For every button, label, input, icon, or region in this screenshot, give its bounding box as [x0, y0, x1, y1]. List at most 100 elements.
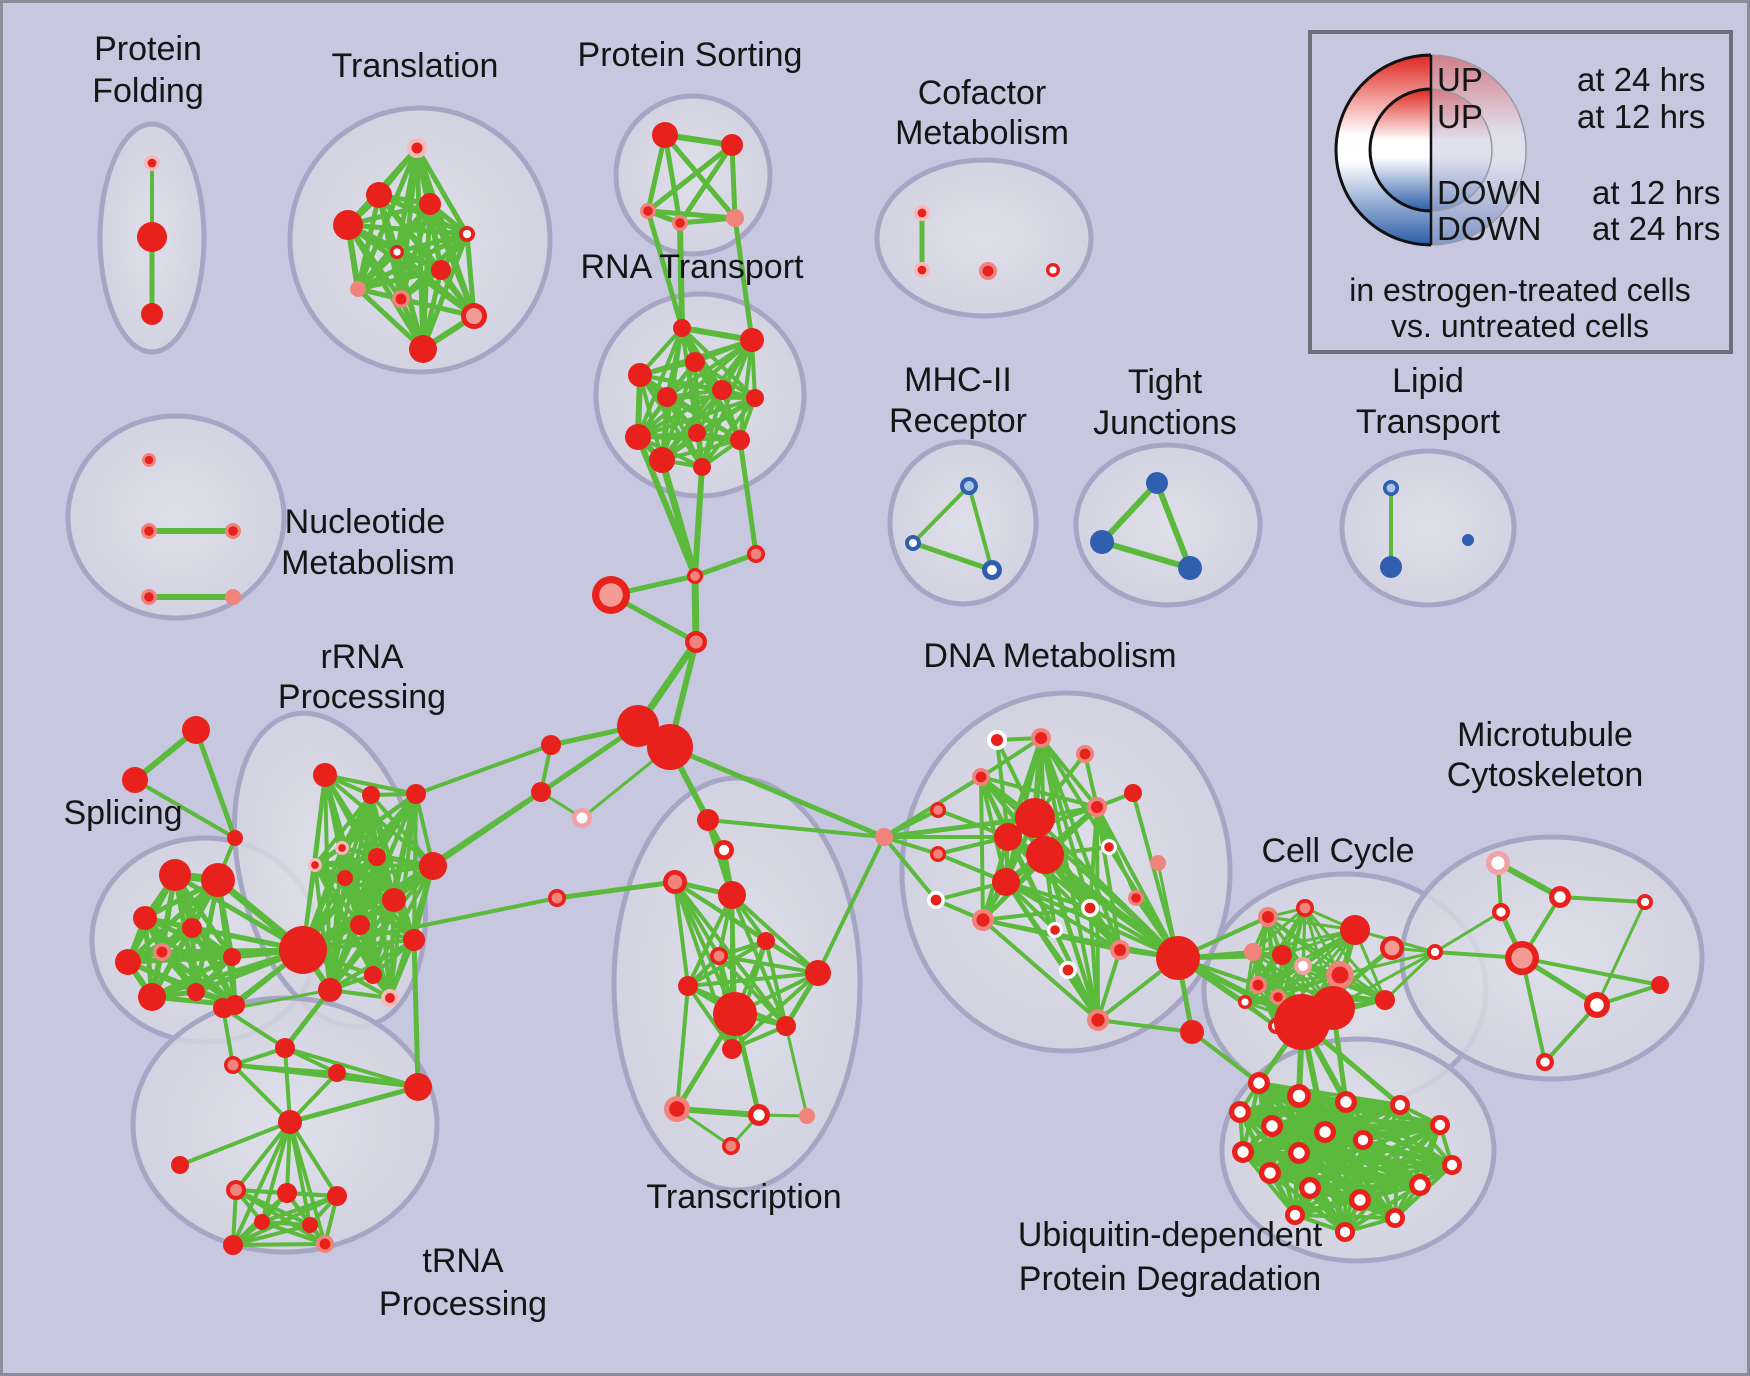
- node-u3-core: [1340, 1096, 1352, 1108]
- edge: [979, 736, 1043, 779]
- node-cc3-ring: [1340, 915, 1370, 945]
- edge: [355, 267, 444, 292]
- edge: [636, 388, 724, 439]
- cluster-ellipse-tight-junctions: [1073, 442, 1263, 608]
- edge: [1293, 1213, 1397, 1220]
- node-tr2-core: [227, 1059, 239, 1071]
- edge: [979, 775, 1008, 884]
- node-u8-core: [1237, 1146, 1249, 1158]
- node-g2-ring: [1311, 986, 1355, 1030]
- node-rr10-ring: [350, 915, 370, 935]
- node-sp3-ring: [133, 906, 157, 930]
- node-n2-core: [144, 526, 154, 536]
- node-d7-ring: [1015, 798, 1055, 838]
- legend-right-outer-arc: [1430, 54, 1527, 246]
- node-u1-core: [1253, 1077, 1265, 1089]
- edge: [1095, 805, 1180, 960]
- edge: [729, 142, 738, 221]
- edge: [414, 145, 470, 237]
- cluster-ellipse-nucleotide: [65, 413, 287, 621]
- legend-node-glyph: [1334, 53, 1527, 247]
- node-d12-core: [1104, 842, 1114, 852]
- node-r5-ring: [657, 387, 677, 407]
- node-d21-core: [1114, 944, 1126, 956]
- node-d9-ring: [994, 823, 1022, 851]
- edge: [1099, 480, 1160, 545]
- node-ch3-core: [599, 583, 623, 607]
- cluster-label-protein-folding: Folding: [92, 72, 204, 110]
- node-cc4-ring: [1244, 943, 1262, 961]
- legend: UP at 24 hrs UP at 12 hrs DOWN at 12 hrs…: [1308, 30, 1733, 354]
- edge: [260, 1220, 327, 1246]
- edge: [1303, 906, 1387, 1002]
- node-c3-core: [982, 265, 994, 277]
- node-u14-core: [1446, 1159, 1458, 1171]
- legend-footer-line1: in estrogen-treated cells: [1349, 272, 1691, 308]
- edge: [717, 954, 820, 975]
- edge: [677, 215, 738, 226]
- node-mtb-core: [1430, 947, 1440, 957]
- edge: [172, 872, 235, 960]
- node-mt7-core: [1590, 998, 1604, 1012]
- node-ch8-ring: [531, 782, 551, 802]
- edge: [260, 1194, 339, 1224]
- edge: [737, 437, 759, 557]
- edge: [1270, 1103, 1402, 1128]
- node-rr14-core: [385, 993, 395, 1003]
- node-t5-core: [462, 229, 472, 239]
- node-x8-ring: [805, 960, 831, 986]
- edge: [411, 937, 421, 1090]
- node-x1-core: [718, 844, 730, 856]
- edge: [1558, 895, 1647, 904]
- node-d8-ring: [1026, 836, 1064, 874]
- node-pf3-ring: [141, 303, 163, 325]
- node-rr9-ring: [382, 888, 406, 912]
- node-rr4-core: [338, 844, 346, 852]
- edge: [323, 773, 418, 796]
- node-u9-core: [1293, 1147, 1305, 1159]
- node-d20-core: [1131, 893, 1141, 903]
- node-x7-ring: [678, 976, 698, 996]
- node-x6-core: [713, 950, 725, 962]
- node-cc10-core: [1241, 998, 1249, 1006]
- edge: [231, 1063, 292, 1124]
- node-t11-ring: [409, 335, 437, 363]
- node-mt1-core: [1491, 856, 1505, 870]
- node-l2-ring: [1380, 556, 1402, 578]
- edge: [660, 388, 724, 462]
- node-cc9-core: [1273, 992, 1283, 1002]
- edge: [1520, 956, 1547, 1064]
- cluster-label-dna-metabolism: DNA Metabolism: [923, 637, 1176, 675]
- node-x2-core: [667, 874, 683, 890]
- node-ps2-ring: [721, 134, 743, 156]
- node-n4-core: [144, 592, 154, 602]
- node-x14-ring: [799, 1108, 815, 1124]
- legend-left-inner-arc: [1368, 87, 1432, 213]
- node-l1-core: [1386, 483, 1396, 493]
- edge: [1393, 1123, 1442, 1220]
- cluster-label-transcription: Transcription: [646, 1178, 841, 1216]
- node-ps3-core: [643, 206, 653, 216]
- node-mt3-core: [1496, 907, 1506, 917]
- node-t1-core: [411, 142, 423, 154]
- node-t10-core: [465, 307, 483, 325]
- node-x3-ring: [718, 881, 746, 909]
- node-cc1-core: [1262, 911, 1274, 923]
- edge: [1595, 900, 1647, 1007]
- edge: [1238, 1110, 1442, 1127]
- edge: [660, 438, 742, 462]
- node-sp7-ring: [223, 948, 241, 966]
- edge: [231, 1242, 327, 1247]
- node-rr13-ring: [364, 966, 382, 984]
- node-x5-ring: [757, 932, 775, 950]
- edge: [1154, 480, 1193, 571]
- edge: [882, 808, 940, 839]
- cluster-label-trna-processing: tRNA: [422, 1242, 504, 1280]
- edge: [231, 1120, 292, 1247]
- node-cc8-core: [1252, 979, 1264, 991]
- edge: [1096, 1018, 1194, 1034]
- node-d14-core: [976, 913, 990, 927]
- cluster-label-ubiquitin: Ubiquitin-dependent: [1018, 1216, 1323, 1254]
- node-mt8-core: [1540, 1057, 1550, 1067]
- edge: [1039, 736, 1122, 952]
